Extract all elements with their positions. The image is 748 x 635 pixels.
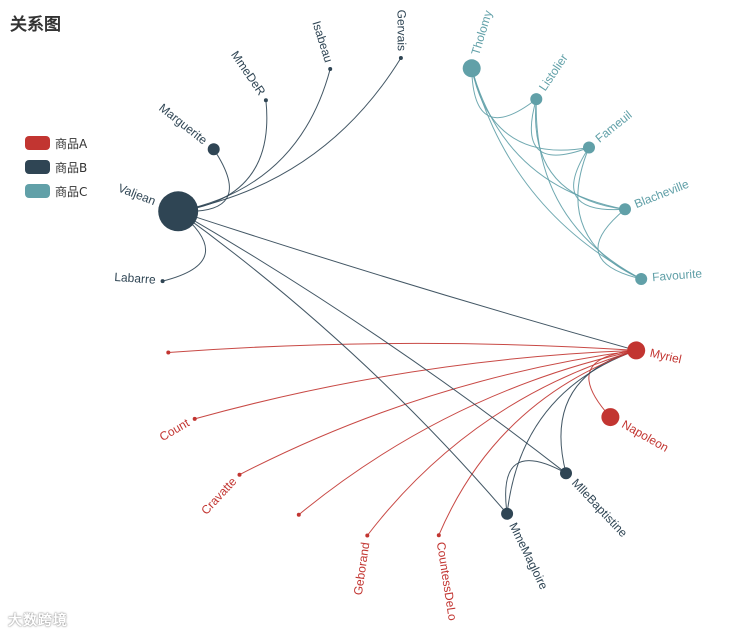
- legend-label-category-c: 商品C: [55, 184, 88, 199]
- link-blacheville-tholomy: [471, 68, 626, 210]
- link-favourite-fameuil: [577, 147, 642, 280]
- node-label-blacheville: Blacheville: [632, 177, 691, 211]
- watermark-logo: 大数跨境: [8, 613, 68, 629]
- node-label-favourite: Favourite: [652, 266, 703, 284]
- node-tholomy[interactable]: [462, 59, 481, 78]
- chart-title: 关系图: [10, 15, 61, 35]
- link-valjean-mlle-baptistine: [177, 210, 567, 474]
- node-label-marguerite: Marguerite: [156, 101, 210, 148]
- legend-swatch-category-b: [25, 160, 50, 174]
- legend-swatch-category-a: [25, 136, 50, 150]
- node-fameuil[interactable]: [583, 141, 595, 154]
- node-label-fameuil: Fameuil: [593, 108, 635, 146]
- node-label-mme-magloire: MmeMagloire: [506, 520, 551, 592]
- link-listolier-tholomy: [471, 68, 537, 119]
- labels-layer: Myriel Napoleon MlleBaptistine MmeMagloire C…: [114, 9, 703, 622]
- legend-item-category-b[interactable]: 商品B: [25, 155, 87, 179]
- legend: 商品A 商品B 商品C: [25, 131, 87, 203]
- links-layer: [162, 57, 642, 536]
- legend-swatch-category-c: [25, 184, 50, 198]
- nodes-layer: [158, 56, 648, 538]
- node-gervais[interactable]: [398, 56, 403, 60]
- legend-label-category-a: 商品A: [55, 136, 88, 151]
- link-mme-magloire-myriel: [506, 349, 637, 514]
- node-label-myriel: Myriel: [649, 346, 683, 367]
- node-label-mlle-baptistine: MlleBaptistine: [569, 476, 630, 540]
- node-countess-de-lo[interactable]: [436, 533, 441, 538]
- node-cravatte[interactable]: [237, 472, 242, 477]
- node-valjean[interactable]: [158, 191, 199, 232]
- link-favourite-blacheville: [597, 208, 642, 280]
- link-gervais-valjean: [178, 57, 402, 212]
- node-count[interactable]: [192, 416, 197, 421]
- node-label-mme-de-r: MmeDeR: [228, 48, 268, 98]
- node-isabeau[interactable]: [328, 67, 333, 71]
- link-geborand-myriel: [366, 349, 637, 536]
- node-label-listolier: Listolier: [536, 51, 571, 93]
- node-geborand[interactable]: [365, 533, 370, 538]
- link-blacheville-listolier: [535, 99, 626, 210]
- node-old-man[interactable]: [166, 350, 171, 355]
- link-isabeau-valjean: [178, 68, 331, 212]
- legend-label-category-b: 商品B: [55, 160, 88, 175]
- link-countess-de-lo-myriel: [438, 349, 637, 536]
- node-label-labarre: Labarre: [114, 270, 157, 287]
- link-valjean-mme-magloire: [177, 210, 508, 515]
- node-label-count: Count: [157, 415, 192, 444]
- node-mlle-baptistine[interactable]: [560, 467, 572, 480]
- link-mme-magloire-mlle-baptistine: [505, 460, 567, 514]
- link-old-man-myriel: [168, 342, 637, 353]
- node-blacheville[interactable]: [619, 203, 631, 216]
- link-favourite-tholomy: [471, 68, 642, 280]
- link-blacheville-fameuil: [573, 147, 626, 211]
- link-favourite-listolier: [535, 99, 642, 280]
- node-listolier[interactable]: [530, 93, 543, 106]
- node-label-valjean: Valjean: [116, 181, 158, 208]
- node-favourite[interactable]: [635, 273, 648, 285]
- legend-item-category-a[interactable]: 商品A: [25, 131, 87, 155]
- link-mlle-baptistine-myriel: [560, 349, 637, 474]
- node-label-tholomy: Tholomy: [468, 9, 495, 57]
- link-cravatte-myriel: [239, 349, 637, 476]
- link-count-myriel: [194, 349, 637, 420]
- link-fameuil-tholomy: [471, 68, 590, 151]
- node-label-napoleon: Napoleon: [619, 417, 671, 455]
- node-myriel[interactable]: [627, 341, 646, 360]
- node-mme-magloire[interactable]: [501, 507, 514, 520]
- node-label-isabeau: Isabeau: [309, 19, 335, 64]
- node-champtercier[interactable]: [296, 512, 301, 517]
- node-label-geborand: Geborand: [351, 541, 373, 596]
- node-marguerite[interactable]: [207, 143, 220, 156]
- node-label-gervais: Gervais: [395, 10, 409, 51]
- node-label-cravatte: Cravatte: [198, 474, 239, 517]
- link-fameuil-listolier: [530, 98, 590, 156]
- link-champtercier-myriel: [298, 349, 637, 516]
- node-labarre[interactable]: [160, 279, 165, 284]
- node-napoleon[interactable]: [601, 408, 620, 427]
- node-label-countess-de-lo: CountessDeLo: [434, 541, 460, 622]
- link-mme-de-r-valjean: [178, 100, 268, 212]
- link-valjean-myriel: [178, 210, 637, 351]
- legend-item-category-c[interactable]: 商品C: [25, 179, 87, 203]
- node-mme-de-r[interactable]: [263, 98, 268, 103]
